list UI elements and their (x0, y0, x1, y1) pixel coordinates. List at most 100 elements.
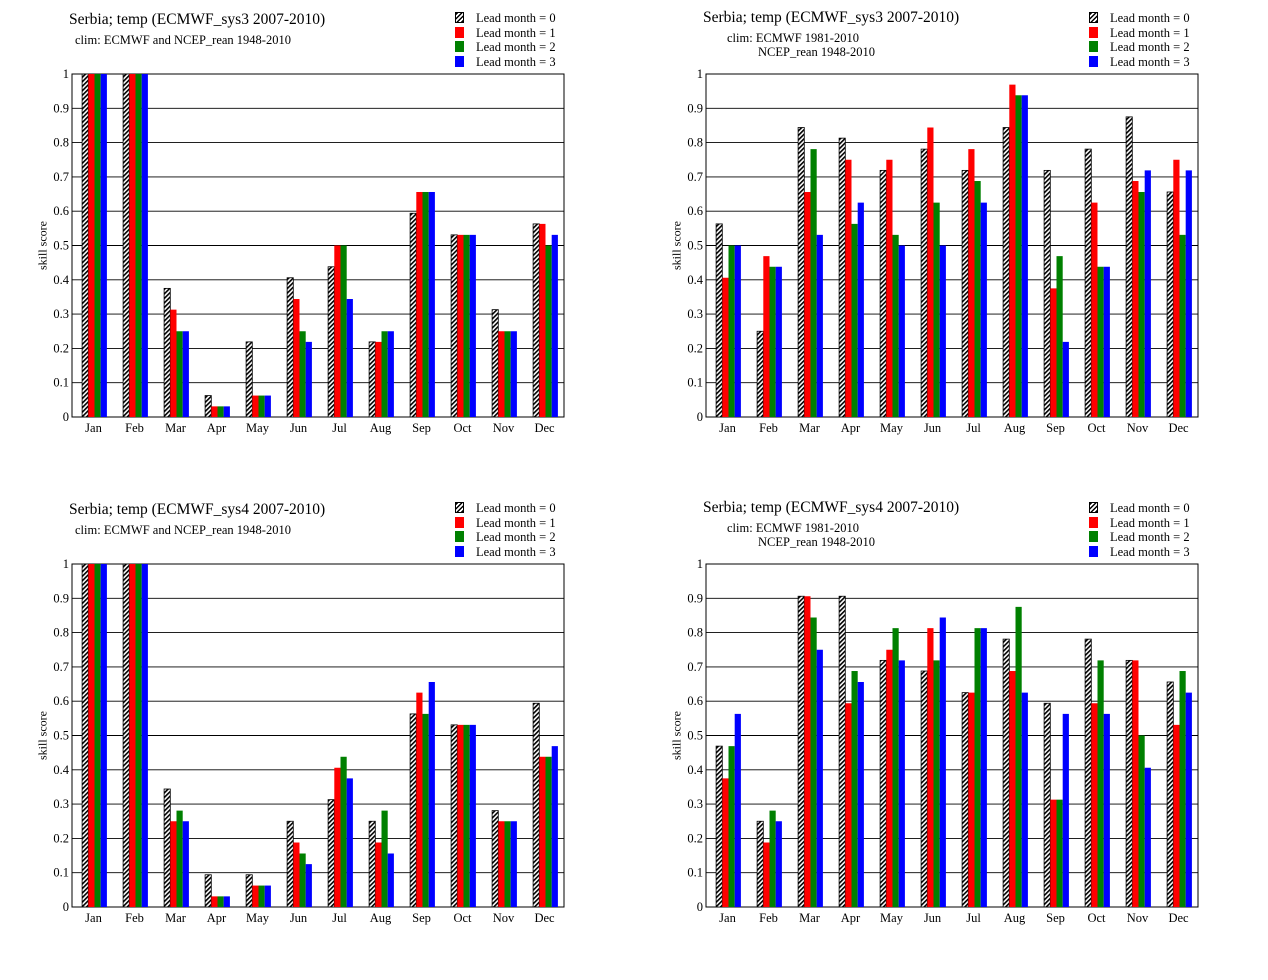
bar-feb-lead3 (141, 74, 148, 417)
bar-oct-lead2 (463, 724, 470, 907)
bar-feb-lead1 (129, 564, 136, 907)
bar-may-lead0 (879, 659, 887, 908)
bar-sep-lead2 (422, 191, 429, 417)
bar-nov-lead0 (1125, 116, 1133, 418)
bar-oct-lead2 (463, 234, 470, 417)
bar-mar-lead0 (163, 287, 171, 418)
bar-apr-lead2 (217, 406, 224, 417)
bar-aug-lead2 (381, 810, 388, 907)
chart-panel-2: Serbia; temp (ECMWF_sys3 2007-2010) clim… (634, 0, 1268, 490)
bar-mar-lead3 (182, 331, 189, 417)
x-tick-label: Jan (719, 421, 736, 435)
y-tick-label: 0.1 (687, 866, 703, 880)
bar-mar-lead1 (170, 309, 177, 417)
bar-jun-lead2 (933, 660, 940, 907)
bar-aug-lead0 (368, 341, 376, 418)
bar-may-lead3 (264, 885, 271, 907)
bar-sep-lead1 (416, 692, 423, 907)
legend-entry-lead2: Lead month = 2 (1089, 530, 1190, 545)
x-tick-label: Feb (125, 421, 144, 435)
bar-jul-lead2 (974, 628, 981, 907)
bar-jan-lead3 (100, 564, 107, 907)
bar-jan-lead0 (81, 563, 89, 908)
bar-chart-plot: 0 0.1 0.2 0.3 0.4 0.5 0.6 0.7 0.8 0.9 1 Jan Feb Mar Ap… (687, 67, 1199, 435)
y-tick-label: 0.6 (53, 204, 69, 218)
x-tick-label: Sep (412, 911, 431, 925)
y-tick-label: 0.1 (687, 376, 703, 390)
x-tick-label: Mar (799, 421, 821, 435)
legend-swatch (1089, 12, 1098, 23)
legend-swatch (455, 516, 464, 528)
bar-jul-lead1 (968, 692, 975, 907)
bar-may-lead0 (245, 341, 253, 418)
y-tick-label: 0.7 (53, 660, 69, 674)
bar-apr-lead0 (838, 137, 846, 418)
y-tick-label: 0.4 (53, 763, 69, 777)
x-tick-label: Feb (759, 421, 778, 435)
chart-panel-4: Serbia; temp (ECMWF_sys4 2007-2010) clim… (634, 490, 1268, 980)
x-tick-label: Apr (207, 421, 227, 435)
y-tick-label: 0 (697, 410, 703, 424)
bar-nov-lead2 (1138, 735, 1145, 907)
x-tick-label: Mar (165, 911, 187, 925)
bar-jul-lead0 (327, 266, 335, 418)
bar-mar-lead0 (797, 595, 805, 908)
bar-jun-lead0 (286, 277, 294, 418)
legend-label: Lead month = 3 (476, 54, 556, 69)
bar-aug-lead1 (1009, 84, 1016, 418)
bar-jun-lead1 (927, 127, 934, 418)
x-tick-label: Jun (924, 421, 942, 435)
bar-jun-lead0 (920, 670, 928, 908)
chart-legend: Lead month = 0 Lead month = 1 Lead month… (1089, 11, 1190, 69)
legend-swatch (455, 531, 464, 543)
bar-jun-lead2 (299, 331, 306, 417)
bar-may-lead2 (258, 395, 265, 417)
y-tick-label: 0.9 (687, 101, 703, 115)
y-tick-label: 0.6 (687, 694, 703, 708)
bar-dec-lead3 (1185, 170, 1192, 417)
legend-entry-lead0: Lead month = 0 (455, 501, 556, 516)
y-tick-label: 0.5 (687, 239, 703, 253)
bar-mar-lead0 (797, 127, 805, 418)
bar-mar-lead3 (816, 234, 823, 417)
x-tick-label: Jun (290, 911, 308, 925)
bar-jan-lead0 (81, 73, 89, 418)
bar-aug-lead2 (1015, 95, 1022, 418)
bar-may-lead3 (264, 395, 271, 417)
x-tick-label: Oct (1087, 911, 1106, 925)
bar-nov-lead1 (1132, 181, 1139, 417)
bar-nov-lead1 (498, 821, 505, 907)
bar-jun-lead2 (933, 202, 940, 417)
bar-jan-lead3 (100, 74, 107, 417)
x-tick-label: Feb (759, 911, 778, 925)
bar-jul-lead3 (346, 299, 353, 417)
x-tick-label: Jul (966, 421, 981, 435)
bar-jan-lead2 (94, 564, 101, 907)
bar-nov-lead3 (510, 821, 517, 907)
bar-jun-lead3 (939, 617, 946, 907)
y-tick-label: 0 (697, 900, 703, 914)
bar-aug-lead0 (1002, 127, 1010, 418)
bar-aug-lead3 (1021, 692, 1028, 907)
y-tick-label: 0.2 (53, 341, 69, 355)
x-tick-label: Apr (841, 421, 861, 435)
bar-aug-lead3 (387, 331, 394, 417)
bar-nov-lead1 (498, 331, 505, 417)
chart-subtitle: clim: ECMWF and NCEP_rean 1948-2010 (75, 523, 291, 537)
bar-sep-lead0 (409, 212, 417, 418)
y-tick-label: 0 (63, 900, 69, 914)
bar-jun-lead2 (299, 853, 306, 907)
legend-swatch (455, 545, 464, 557)
x-tick-label: Dec (534, 421, 555, 435)
bar-feb-lead1 (763, 256, 770, 417)
bar-apr-lead3 (223, 406, 230, 417)
legend-entry-lead0: Lead month = 0 (1089, 501, 1190, 516)
bar-dec-lead1 (1173, 159, 1180, 417)
bar-jul-lead1 (334, 245, 341, 417)
legend-label: Lead month = 1 (476, 515, 556, 530)
y-tick-label: 0.1 (53, 376, 69, 390)
legend-label: Lead month = 1 (476, 25, 556, 40)
chart-panel-3: Serbia; temp (ECMWF_sys4 2007-2010) clim… (0, 490, 634, 980)
legend-entry-lead2: Lead month = 2 (455, 40, 556, 55)
y-tick-label: 0.8 (53, 626, 69, 640)
